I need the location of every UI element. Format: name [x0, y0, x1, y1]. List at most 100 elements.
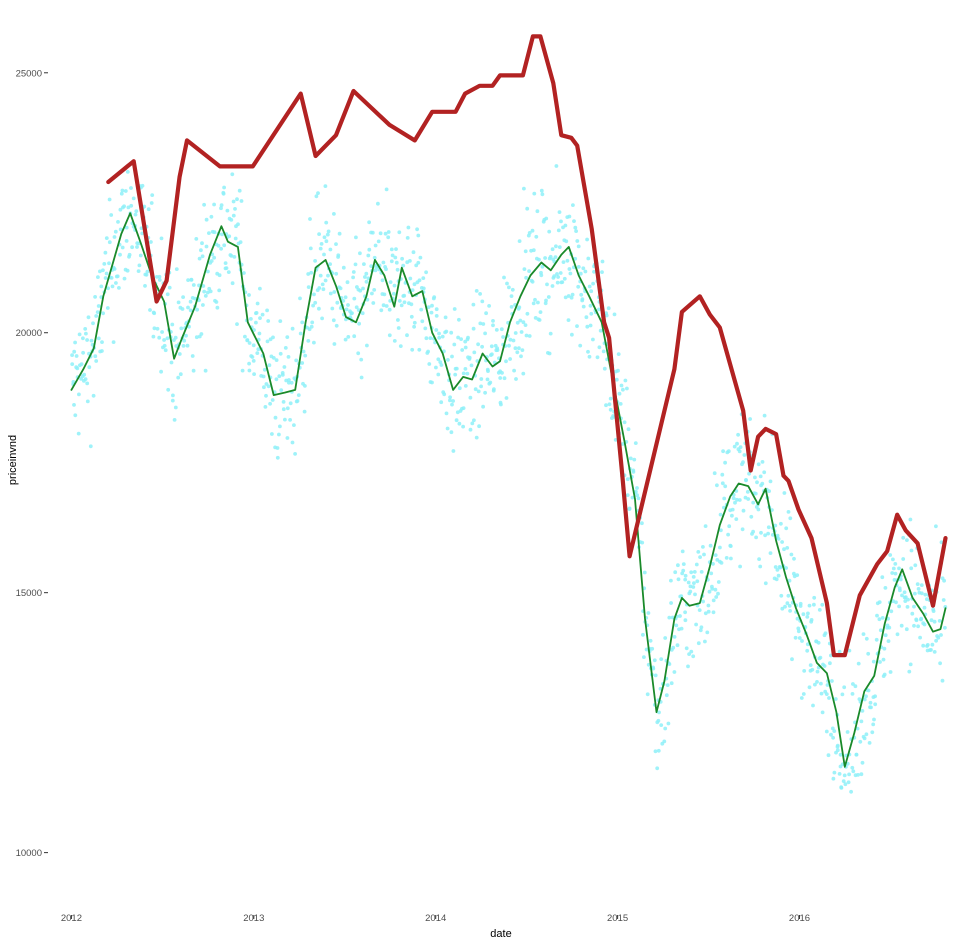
- scatter-point: [756, 507, 761, 512]
- scatter-point: [268, 401, 272, 406]
- scatter-point: [208, 289, 213, 294]
- scatter-point: [387, 333, 392, 338]
- scatter-point: [300, 320, 305, 325]
- scatter-point: [298, 331, 303, 336]
- scatter-point: [361, 286, 365, 291]
- scatter-point: [343, 337, 348, 342]
- scatter-point: [894, 600, 898, 605]
- scatter-point: [858, 739, 863, 744]
- scatter-point: [392, 283, 397, 288]
- scatter-point: [850, 692, 855, 696]
- scatter-point: [914, 617, 919, 622]
- scatter-point: [443, 315, 448, 320]
- scatter-point: [160, 330, 165, 334]
- scatter-point: [220, 232, 224, 237]
- scatter-point: [584, 315, 589, 320]
- scatter-point: [913, 563, 918, 568]
- scatter-point: [396, 318, 400, 322]
- scatter-point: [536, 300, 540, 305]
- scatter-point: [807, 685, 812, 690]
- scatter-point: [200, 254, 205, 259]
- scatter-point: [221, 190, 226, 195]
- scatter-point: [713, 587, 718, 592]
- scatter-point: [695, 579, 700, 584]
- scatter-point: [452, 307, 457, 311]
- scatter-point: [908, 662, 913, 667]
- scatter-point: [692, 570, 697, 574]
- scatter-point: [767, 489, 771, 493]
- scatter-point: [326, 229, 331, 234]
- scatter-point: [206, 269, 210, 274]
- scatter-point: [776, 573, 781, 578]
- scatter-point: [800, 639, 804, 643]
- scatter-point: [792, 556, 796, 561]
- scatter-point: [72, 349, 77, 354]
- scatter-point: [306, 339, 311, 343]
- scatter-point: [428, 336, 433, 340]
- scatter-point: [622, 420, 627, 425]
- scatter-point: [82, 372, 87, 377]
- scatter-point: [138, 253, 143, 258]
- scatter-point: [726, 532, 730, 537]
- scatter-point: [600, 259, 605, 264]
- scatter-point: [779, 521, 783, 526]
- scatter-point: [823, 631, 828, 636]
- scatter-point: [397, 230, 402, 235]
- scatter-point: [742, 453, 747, 457]
- scatter-point: [805, 648, 810, 653]
- scatter-point: [607, 402, 612, 407]
- scatter-point: [439, 400, 444, 405]
- scatter-point: [436, 372, 441, 377]
- scatter-point: [116, 220, 120, 224]
- scatter-point: [152, 311, 157, 316]
- scatter-point: [328, 291, 333, 296]
- scatter-point: [334, 323, 339, 328]
- scatter-point: [100, 340, 104, 344]
- scatter-point: [136, 241, 141, 246]
- scatter-point: [621, 387, 625, 392]
- scatter-point: [557, 245, 562, 250]
- scatter-point: [457, 317, 461, 322]
- scatter-point: [873, 702, 878, 707]
- scatter-point: [494, 328, 499, 332]
- scatter-point: [546, 295, 551, 299]
- scatter-point: [901, 535, 906, 540]
- scatter-point: [786, 510, 791, 514]
- scatter-point: [470, 421, 475, 426]
- max-line-layer: [106, 34, 948, 658]
- scatter-point: [574, 229, 578, 234]
- scatter-point: [666, 721, 671, 726]
- scatter-point: [937, 619, 942, 623]
- scatter-point: [797, 636, 802, 640]
- scatter-point: [822, 664, 827, 668]
- scatter-point: [154, 275, 159, 279]
- scatter-point: [707, 589, 712, 594]
- x-tick-label: 2014: [425, 913, 446, 924]
- scatter-point: [434, 307, 439, 312]
- scatter-point: [683, 610, 687, 615]
- scatter-point: [773, 523, 778, 528]
- scatter-point: [104, 236, 109, 241]
- scatter-point: [659, 657, 664, 661]
- scatter-point: [824, 729, 829, 734]
- scatter-point: [801, 612, 806, 617]
- scatter-point: [98, 269, 102, 274]
- scatter-point: [741, 508, 746, 513]
- scatter-point: [808, 663, 813, 667]
- scatter-point: [514, 377, 518, 381]
- scatter-point: [748, 417, 752, 421]
- scatter-point: [588, 323, 593, 328]
- scatter-point: [714, 595, 719, 599]
- scatter-point: [372, 288, 377, 292]
- scatter-point: [264, 393, 268, 398]
- scatter-point: [96, 275, 100, 279]
- scatter-point: [427, 362, 432, 366]
- scatter-point: [830, 679, 834, 683]
- scatter-point: [860, 760, 865, 765]
- scatter-point: [634, 489, 638, 494]
- scatter-point: [813, 682, 817, 687]
- scatter-point: [517, 305, 522, 310]
- scatter-point: [853, 684, 858, 689]
- scatter-point: [278, 424, 282, 429]
- scatter-point: [386, 230, 391, 234]
